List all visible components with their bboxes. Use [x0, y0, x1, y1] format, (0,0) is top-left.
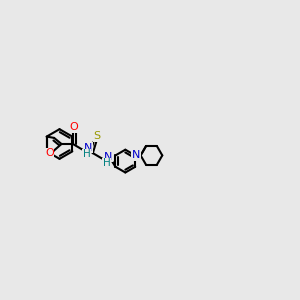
Text: N: N	[104, 152, 112, 162]
Text: N: N	[84, 142, 92, 153]
Text: H: H	[82, 149, 90, 159]
Text: O: O	[45, 148, 54, 158]
Text: S: S	[94, 131, 101, 141]
Text: N: N	[132, 150, 140, 161]
Text: O: O	[69, 122, 78, 133]
Text: H: H	[103, 158, 110, 168]
